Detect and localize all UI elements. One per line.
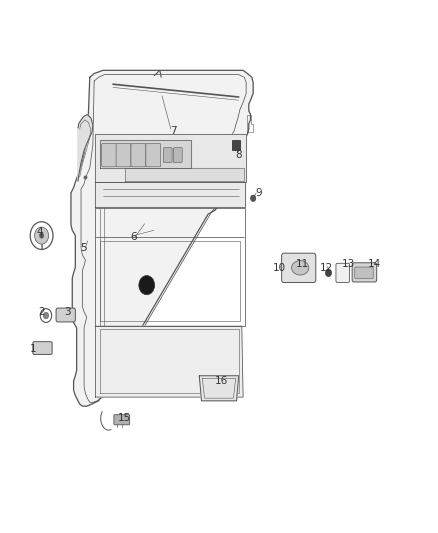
FancyBboxPatch shape: [146, 143, 161, 167]
Text: 15: 15: [118, 414, 131, 423]
Polygon shape: [95, 134, 246, 182]
FancyBboxPatch shape: [232, 140, 240, 150]
Text: 5: 5: [80, 243, 87, 253]
Text: 3: 3: [64, 307, 71, 317]
Circle shape: [39, 233, 44, 238]
Circle shape: [251, 195, 256, 201]
FancyBboxPatch shape: [352, 263, 377, 282]
FancyBboxPatch shape: [163, 148, 172, 163]
Circle shape: [35, 227, 49, 244]
Text: 12: 12: [320, 263, 333, 272]
FancyBboxPatch shape: [114, 415, 130, 425]
Polygon shape: [78, 115, 93, 181]
Text: 10: 10: [273, 263, 286, 272]
FancyBboxPatch shape: [56, 308, 75, 322]
Polygon shape: [95, 182, 245, 207]
FancyBboxPatch shape: [131, 143, 146, 167]
Text: 9: 9: [255, 188, 262, 198]
Circle shape: [43, 312, 49, 319]
Polygon shape: [71, 70, 253, 406]
Ellipse shape: [292, 261, 309, 275]
FancyBboxPatch shape: [116, 143, 131, 167]
Text: 2: 2: [38, 307, 45, 317]
Polygon shape: [100, 140, 191, 168]
Polygon shape: [199, 376, 239, 401]
FancyBboxPatch shape: [282, 253, 316, 282]
Text: 16: 16: [215, 376, 228, 386]
Text: 11: 11: [296, 259, 309, 269]
Text: 13: 13: [342, 259, 355, 269]
Polygon shape: [95, 326, 243, 397]
FancyBboxPatch shape: [355, 267, 373, 279]
Circle shape: [325, 269, 332, 277]
FancyBboxPatch shape: [173, 148, 182, 163]
Circle shape: [139, 276, 155, 295]
Text: 7: 7: [170, 126, 177, 135]
Text: 14: 14: [368, 259, 381, 269]
FancyBboxPatch shape: [33, 342, 52, 354]
Text: 8: 8: [235, 150, 242, 159]
Text: 1: 1: [29, 344, 36, 354]
Text: 6: 6: [130, 232, 137, 242]
FancyBboxPatch shape: [102, 143, 117, 167]
Text: 4: 4: [36, 227, 43, 237]
Polygon shape: [125, 168, 244, 181]
FancyBboxPatch shape: [336, 263, 350, 282]
